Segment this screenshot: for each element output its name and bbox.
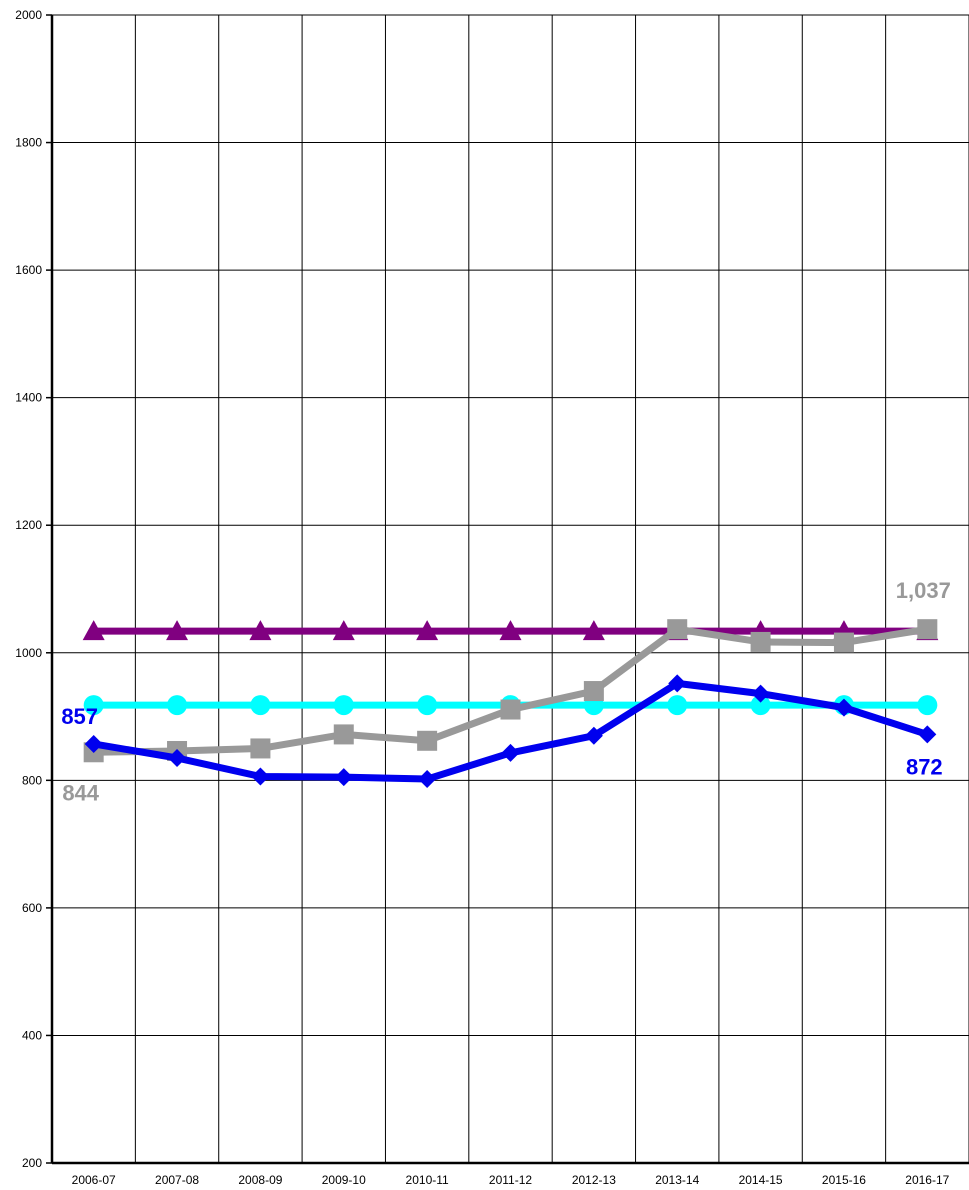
y-tick-label: 1600 bbox=[15, 263, 42, 277]
y-tick-label: 200 bbox=[22, 1156, 42, 1170]
diamond-marker bbox=[418, 770, 437, 789]
y-tick-label: 1000 bbox=[15, 646, 42, 660]
triangle-marker bbox=[499, 620, 522, 641]
data-label: 872 bbox=[906, 754, 943, 779]
x-tick-label: 2015-16 bbox=[822, 1173, 866, 1187]
x-tick-label: 2010-11 bbox=[406, 1173, 449, 1187]
square-marker bbox=[667, 619, 688, 640]
triangle-marker bbox=[82, 620, 105, 641]
diamond-marker bbox=[168, 749, 187, 768]
circle-marker bbox=[917, 695, 938, 716]
series-group bbox=[82, 619, 939, 789]
data-label: 844 bbox=[62, 780, 99, 805]
axes: 200 400 600 800 1000 1200 1400 1600 1800 2000 2006… bbox=[15, 8, 969, 1187]
y-tick-label: 1800 bbox=[15, 136, 42, 150]
diamond-marker bbox=[84, 734, 103, 753]
diamond-marker bbox=[918, 725, 937, 744]
square-marker bbox=[750, 631, 771, 652]
diamond-marker bbox=[501, 743, 520, 762]
y-tick-label: 1200 bbox=[15, 518, 42, 532]
x-tick-label: 2009-10 bbox=[322, 1173, 366, 1187]
data-label: 1,037 bbox=[896, 578, 951, 603]
circle-marker bbox=[750, 695, 771, 716]
x-tick-label: 2008-09 bbox=[238, 1173, 282, 1187]
diamond-marker bbox=[334, 768, 353, 787]
square-marker bbox=[250, 738, 271, 759]
x-tick-label: 2011-12 bbox=[489, 1173, 532, 1187]
triangle-marker bbox=[582, 620, 605, 641]
grid bbox=[52, 14, 969, 1163]
diamond-marker bbox=[668, 674, 687, 693]
x-tick-label: 2013-14 bbox=[655, 1173, 699, 1187]
circle-marker bbox=[83, 695, 104, 716]
x-tick-label: 2007-08 bbox=[155, 1173, 199, 1187]
square-marker bbox=[583, 681, 604, 702]
diamond-marker bbox=[751, 684, 770, 703]
y-tick-label: 800 bbox=[22, 773, 42, 787]
triangle-marker bbox=[249, 620, 272, 641]
x-tick-label: 2014-15 bbox=[739, 1173, 783, 1187]
x-tick-label: 2016-17 bbox=[905, 1173, 949, 1187]
triangle-marker bbox=[416, 620, 439, 641]
square-marker bbox=[333, 724, 354, 745]
circle-marker bbox=[417, 695, 438, 716]
square-marker bbox=[417, 730, 438, 751]
triangle-marker bbox=[166, 620, 189, 641]
x-tick-label: 2012-13 bbox=[572, 1173, 616, 1187]
y-tick-label: 1400 bbox=[15, 391, 42, 405]
y-tick-label: 2000 bbox=[15, 8, 42, 22]
circle-marker bbox=[667, 695, 688, 716]
y-tick-label: 400 bbox=[22, 1028, 42, 1042]
diamond-marker bbox=[251, 767, 270, 786]
circle-marker bbox=[250, 695, 271, 716]
circle-marker bbox=[333, 695, 354, 716]
data-labels: 857 844 1,037 872 bbox=[61, 578, 951, 805]
diamond-marker bbox=[584, 726, 603, 745]
circle-marker bbox=[167, 695, 188, 716]
diamond-marker bbox=[834, 698, 853, 717]
x-tick-label: 2006-07 bbox=[72, 1173, 116, 1187]
triangle-marker bbox=[332, 620, 355, 641]
data-label: 857 bbox=[61, 704, 98, 729]
square-marker bbox=[917, 619, 938, 640]
square-marker bbox=[833, 632, 854, 653]
y-tick-label: 600 bbox=[22, 901, 42, 915]
square-marker bbox=[500, 699, 521, 720]
